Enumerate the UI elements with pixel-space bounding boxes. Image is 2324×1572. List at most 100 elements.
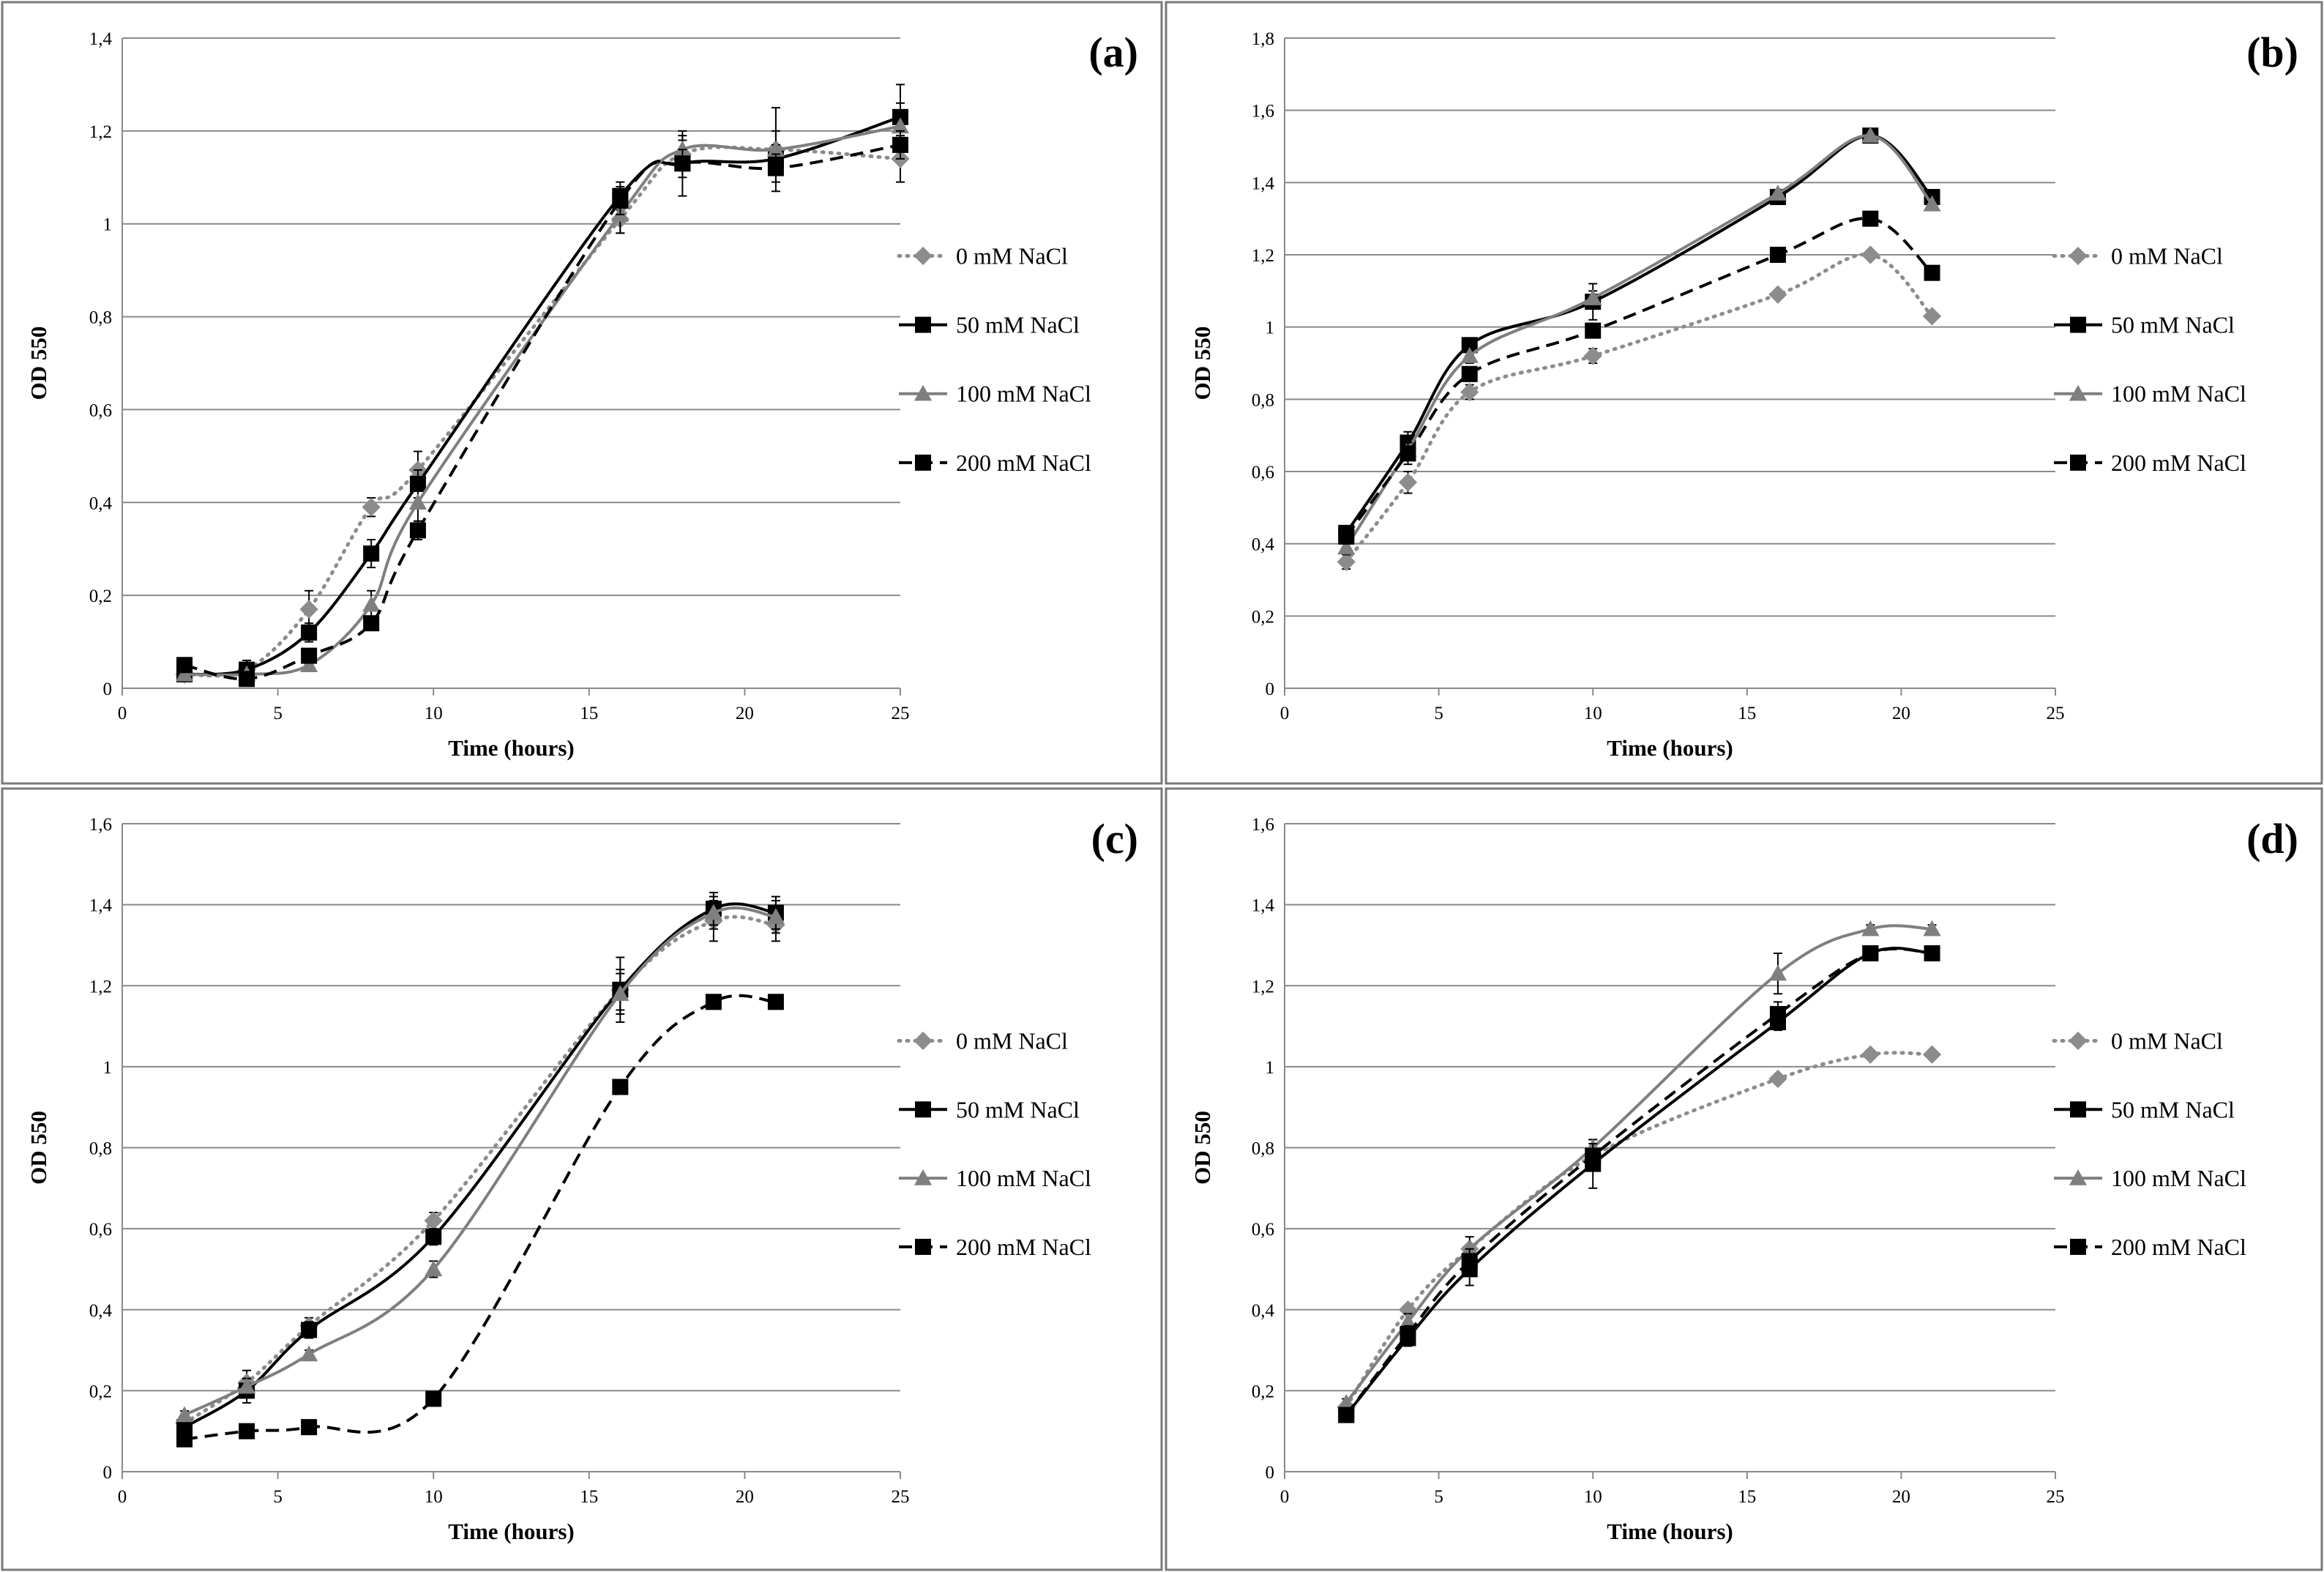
panel-b-ytick-label: 1,6: [1252, 102, 1274, 122]
panel-b-data-point: [1922, 307, 1942, 326]
legend-label: 100 mM NaCl: [956, 381, 1091, 407]
panel-b-data-point: [1769, 247, 1786, 263]
legend-marker: [2070, 454, 2086, 471]
panel-d-ytick-label: 1,4: [1252, 896, 1275, 916]
panel-a-series-line: [184, 143, 901, 681]
panel-b-ytick-label: 1,2: [1252, 246, 1274, 266]
panel-c-y-axis-title: OD 550: [26, 1111, 51, 1185]
panel-c-x-axis-title: Time (hours): [448, 1519, 575, 1544]
legend-label: 50 mM NaCl: [2111, 1096, 2235, 1122]
panel-c-ytick-label: 0,8: [89, 1139, 112, 1159]
panel-a-data-point: [175, 665, 194, 682]
panel-a-xtick-label: 10: [425, 704, 443, 723]
panel-b-ytick-label: 0,8: [1252, 390, 1274, 410]
panel-d-ytick-label: 1,6: [1252, 815, 1274, 835]
legend-item: 0 mM NaCl: [897, 242, 1068, 269]
panel-d-ytick-label: 0,4: [1252, 1301, 1275, 1321]
panel-d-ytick-label: 0,2: [1252, 1382, 1274, 1401]
panel-c-label: (c): [1091, 815, 1138, 863]
panel-b-ytick-label: 0,2: [1252, 607, 1274, 627]
panel-a-series-3: [176, 130, 908, 688]
panel-d-data-point: [1399, 1313, 1417, 1330]
panel-c-data-point: [237, 1377, 256, 1394]
panel-d-data-point: [1338, 1407, 1355, 1423]
panel-a-data-point: [239, 671, 255, 688]
panel-c-series-2: [175, 895, 785, 1423]
panel-a-series-line: [184, 115, 901, 677]
panel-c-ytick-label: 1: [103, 1058, 113, 1078]
legend-item: 100 mM NaCl: [899, 1165, 1091, 1191]
legend-marker: [2070, 1238, 2086, 1255]
panel-a-data-point: [892, 136, 908, 153]
panel-a-series-line: [182, 145, 903, 678]
panel-a-ytick-label: 1,4: [89, 29, 113, 49]
panel-d-xtick-label: 5: [1434, 1487, 1443, 1507]
panel-a-ytick-label: 0: [103, 679, 113, 699]
panel-b-ytick-label: 0,4: [1252, 535, 1275, 555]
panel-a-data-point: [362, 497, 381, 517]
panel-a-y-axis-title: OD 550: [26, 327, 51, 401]
legend-marker: [2069, 1169, 2088, 1185]
panel-a-xtick-label: 20: [736, 704, 754, 723]
legend-label: 50 mM NaCl: [956, 1096, 1080, 1122]
panel-b-data-point: [1768, 185, 1787, 201]
panel-c-data-point: [767, 994, 784, 1010]
panel-c-ytick-label: 1,6: [89, 815, 112, 835]
legend-label: 100 mM NaCl: [2111, 1165, 2246, 1191]
panel-b-data-point: [1400, 445, 1416, 462]
legend-item: 100 mM NaCl: [2054, 381, 2246, 407]
panel-d: 0 0,2 0,4 0,6 0,8 1 1,2 1,4 1,6 0 5 10 15 20 25 Time (h…: [1165, 787, 2323, 1571]
panel-b-x-axis-title: Time (hours): [1607, 735, 1733, 761]
legend-label: 0 mM NaCl: [2111, 242, 2223, 269]
panel-b-data-point: [1862, 210, 1879, 227]
panel-b-data-point: [1461, 365, 1478, 382]
panel-d-ytick-label: 1,2: [1252, 977, 1274, 997]
legend-marker: [2069, 246, 2088, 266]
panel-a-data-point: [363, 545, 380, 562]
legend-marker: [2070, 316, 2086, 333]
panel-d-data-point: [1337, 1393, 1356, 1410]
legend-marker: [2069, 1031, 2088, 1051]
panel-a-ytick-label: 0,6: [89, 401, 112, 420]
legend-marker: [2069, 384, 2088, 401]
panel-b-data-point: [1861, 127, 1880, 143]
panel-b-xtick-label: 0: [1280, 704, 1290, 723]
legend-item: 50 mM NaCl: [899, 312, 1080, 338]
panel-a-data-point: [300, 656, 318, 672]
legend-label: 200 mM NaCl: [956, 1234, 1091, 1260]
legend-label: 0 mM NaCl: [956, 1027, 1068, 1054]
panel-b-data-point: [1398, 473, 1418, 492]
panel-b-ytick-label: 1,8: [1252, 29, 1274, 49]
panel-c-ytick-label: 0: [103, 1463, 113, 1483]
legend-marker: [913, 1169, 933, 1185]
legend-marker: [915, 316, 931, 333]
legend-label: 0 mM NaCl: [2111, 1027, 2223, 1054]
panel-d-data-point: [1400, 1325, 1416, 1342]
legend-label: 200 mM NaCl: [2111, 450, 2246, 476]
panel-a-data-point: [301, 647, 318, 664]
panel-a-data-point: [301, 624, 318, 641]
panel-d-ytick-label: 1: [1266, 1058, 1275, 1078]
panel-c-data-point: [766, 908, 785, 924]
panel-c-series-3: [176, 994, 784, 1448]
legend-marker: [913, 1031, 933, 1051]
panel-d-data-point: [1924, 945, 1940, 961]
legend-item: 0 mM NaCl: [897, 1027, 1068, 1054]
panel-b-data-point: [1583, 346, 1602, 365]
panel-b-ytick-label: 1,4: [1252, 174, 1275, 193]
panel-b-y-axis-title: OD 550: [1189, 327, 1215, 401]
panel-a-data-point: [766, 141, 785, 157]
panel-a-data-point: [362, 595, 381, 612]
panel-c-xtick-label: 5: [273, 1487, 283, 1507]
panel-a-ytick-label: 1,2: [89, 122, 112, 142]
panel-d-series-3: [1338, 945, 1940, 1423]
panel-a-xtick-label: 25: [892, 704, 910, 723]
panel-b-series-0: [1337, 245, 1942, 571]
panel-d-data-point: [1923, 920, 1941, 936]
panel-a-ytick-label: 0,2: [89, 586, 112, 606]
panel-d-xtick-label: 0: [1280, 1487, 1290, 1507]
panel-b-data-point: [1337, 552, 1356, 571]
panel-c-xtick-label: 20: [736, 1487, 754, 1507]
legend-label: 100 mM NaCl: [956, 1165, 1091, 1191]
panel-d-data-point: [1922, 1045, 1942, 1064]
